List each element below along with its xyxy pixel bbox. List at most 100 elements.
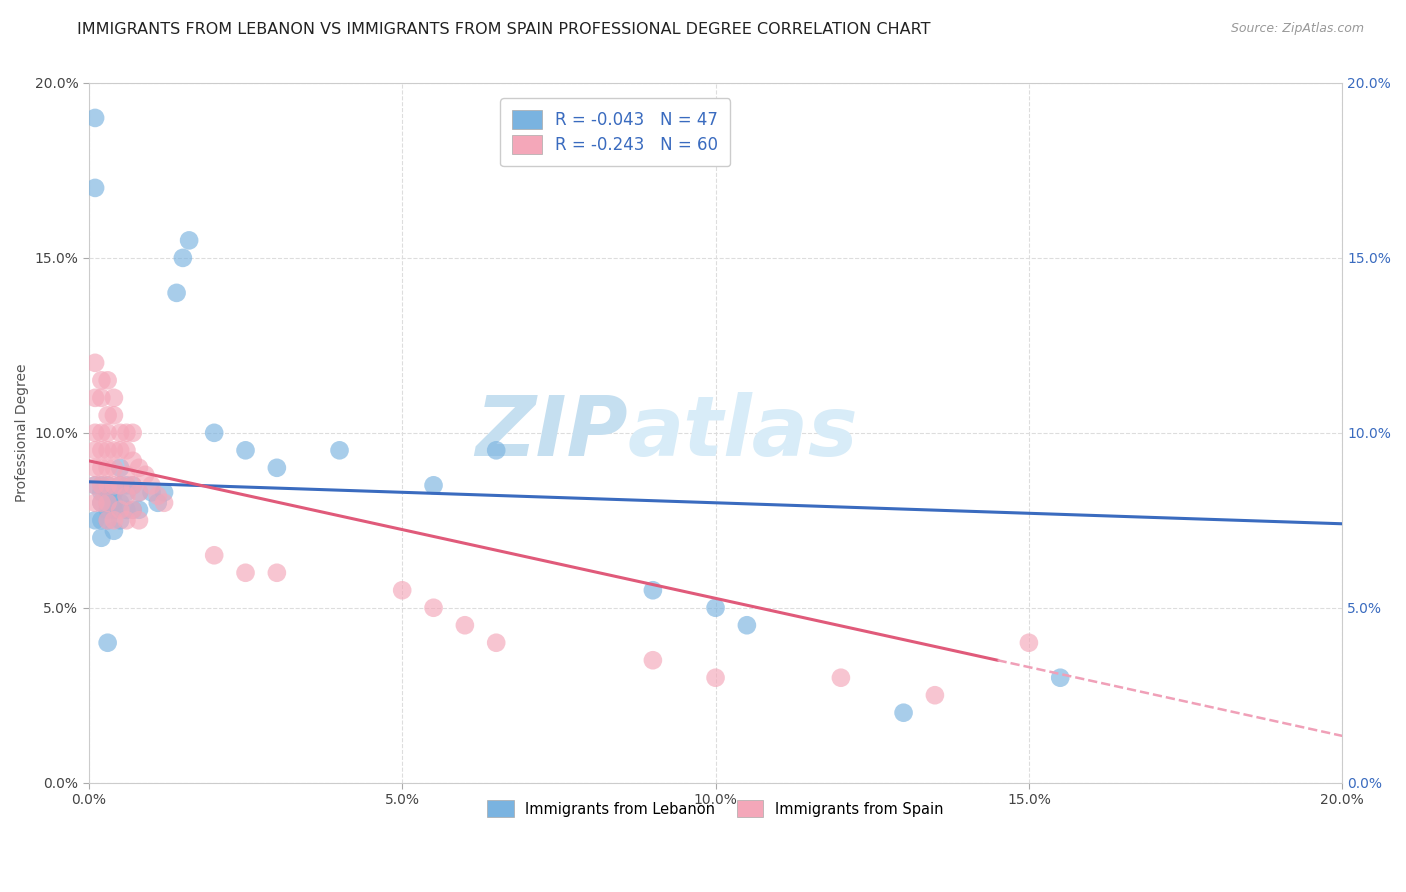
Point [90, 496, 112, 510]
Point [235, 443, 257, 458]
Point [454, 618, 477, 632]
Point [153, 485, 176, 500]
Point [128, 460, 150, 475]
Point [391, 583, 413, 598]
Point [146, 496, 169, 510]
Point [103, 503, 125, 517]
Point [422, 600, 444, 615]
Point [121, 503, 143, 517]
Point [103, 485, 125, 500]
Point [1018, 636, 1040, 650]
Point [115, 467, 138, 482]
Point [97, 485, 120, 500]
Point [84, 356, 107, 370]
Point [153, 496, 176, 510]
Point [97, 503, 120, 517]
Point [172, 251, 194, 265]
Text: IMMIGRANTS FROM LEBANON VS IMMIGRANTS FROM SPAIN PROFESSIONAL DEGREE CORRELATION: IMMIGRANTS FROM LEBANON VS IMMIGRANTS FR… [77, 22, 931, 37]
Point [328, 443, 350, 458]
Point [735, 618, 758, 632]
Point [146, 489, 169, 503]
Legend: Immigrants from Lebanon, Immigrants from Spain: Immigrants from Lebanon, Immigrants from… [481, 793, 950, 824]
Point [90, 531, 112, 545]
Y-axis label: Professional Degree: Professional Degree [15, 364, 30, 502]
Point [103, 460, 125, 475]
Point [84, 443, 107, 458]
Point [103, 443, 125, 458]
Point [84, 478, 107, 492]
Point [97, 443, 120, 458]
Point [115, 489, 138, 503]
Point [108, 503, 131, 517]
Point [115, 443, 138, 458]
Point [128, 485, 150, 500]
Point [97, 373, 120, 387]
Point [641, 653, 664, 667]
Point [179, 233, 201, 247]
Point [115, 485, 138, 500]
Point [202, 549, 225, 563]
Point [266, 460, 288, 475]
Text: Source: ZipAtlas.com: Source: ZipAtlas.com [1230, 22, 1364, 36]
Point [84, 111, 107, 125]
Point [422, 478, 444, 492]
Point [103, 409, 125, 423]
Point [103, 391, 125, 405]
Point [108, 513, 131, 527]
Point [90, 513, 112, 527]
Point [90, 485, 112, 500]
Point [103, 513, 125, 527]
Text: ZIP: ZIP [475, 392, 628, 474]
Point [97, 636, 120, 650]
Point [97, 513, 120, 527]
Point [90, 460, 112, 475]
Point [121, 478, 143, 492]
Point [830, 671, 852, 685]
Point [84, 460, 107, 475]
Point [90, 496, 112, 510]
Point [704, 671, 727, 685]
Point [121, 425, 143, 440]
Point [134, 467, 156, 482]
Point [266, 566, 288, 580]
Point [90, 425, 112, 440]
Point [97, 496, 120, 510]
Point [84, 478, 107, 492]
Point [108, 460, 131, 475]
Point [103, 524, 125, 538]
Point [485, 443, 508, 458]
Point [202, 425, 225, 440]
Point [103, 478, 125, 492]
Point [141, 478, 163, 492]
Point [84, 513, 107, 527]
Point [1049, 671, 1071, 685]
Point [90, 478, 112, 492]
Point [108, 443, 131, 458]
Point [97, 460, 120, 475]
Point [90, 478, 112, 492]
Point [121, 503, 143, 517]
Point [84, 391, 107, 405]
Point [108, 478, 131, 492]
Point [166, 285, 188, 300]
Point [128, 503, 150, 517]
Point [108, 478, 131, 492]
Point [97, 513, 120, 527]
Point [84, 181, 107, 195]
Point [704, 600, 727, 615]
Point [97, 478, 120, 492]
Point [97, 425, 120, 440]
Point [893, 706, 915, 720]
Point [141, 485, 163, 500]
Point [84, 425, 107, 440]
Point [97, 409, 120, 423]
Point [924, 688, 946, 702]
Point [115, 503, 138, 517]
Point [97, 496, 120, 510]
Point [108, 496, 131, 510]
Point [108, 425, 131, 440]
Point [84, 496, 107, 510]
Point [97, 478, 120, 492]
Point [90, 391, 112, 405]
Point [121, 454, 143, 468]
